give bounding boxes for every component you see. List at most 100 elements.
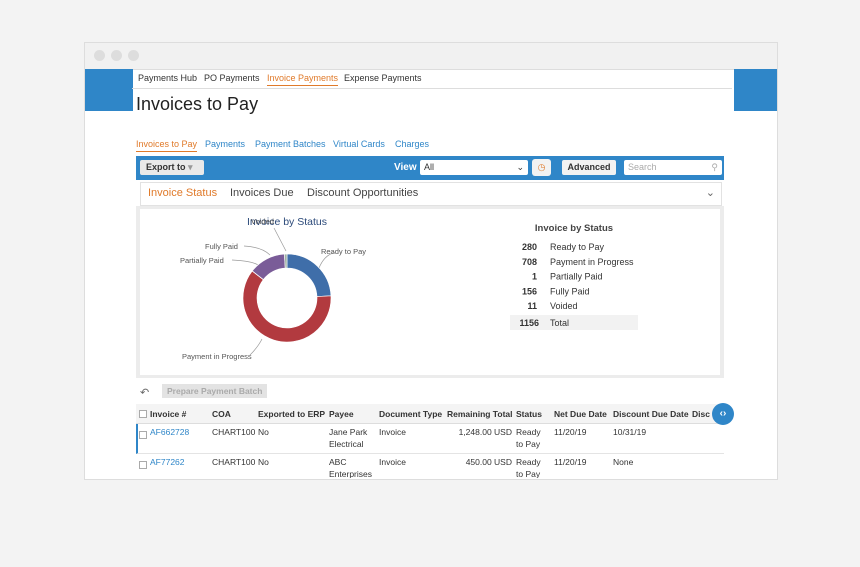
summary-value: 11	[527, 301, 537, 311]
summary-value: 156	[522, 286, 537, 296]
callout-label: Ready to Pay	[321, 247, 366, 256]
grid: Invoice # COA Exported to ERP Payee Document…	[136, 404, 724, 478]
checkbox[interactable]	[139, 461, 147, 469]
cell: Jane Park Electrical	[329, 427, 368, 449]
column-header: COA	[212, 409, 231, 419]
view-label: View	[394, 162, 417, 173]
callout-line	[231, 259, 259, 266]
summary-value: 280	[522, 242, 537, 252]
side-band	[734, 69, 777, 111]
back-icon: ↶	[140, 387, 150, 399]
donut-segment	[242, 270, 332, 343]
summary-label: Fully Paid	[550, 286, 590, 296]
grid-toolbar: ↶ Prepare Payment Batch	[136, 380, 724, 402]
sub-nav: Invoices to Pay Payments Payment Batches Vi…	[136, 139, 726, 153]
cell: CHART100	[212, 457, 256, 467]
tab-bar: ⌄ Invoice Status Invoices Due Discount Oppo…	[140, 182, 722, 206]
tab[interactable]: Invoices Due	[230, 187, 294, 199]
summary-value: 1	[532, 272, 537, 282]
cell: 1,248.00 USD	[458, 427, 512, 437]
donut-segment	[284, 253, 288, 269]
chart-bg	[140, 209, 720, 375]
column-header: Remaining Total	[447, 409, 513, 419]
cell: 450.00 USD	[465, 457, 512, 467]
chart-title: Invoice by Status	[247, 216, 327, 228]
column-header: Payee	[329, 409, 354, 419]
page-title: Invoices to Pay	[136, 94, 259, 114]
cell: No	[258, 427, 269, 437]
cell: Ready to Pay	[516, 427, 541, 449]
cell: 11/20/19	[554, 427, 587, 437]
column-header: Disco	[692, 409, 710, 419]
export-button[interactable]: Export to ▾	[140, 160, 204, 175]
chart-panel: Invoice by Status Ready to Pay Voided Fu…	[136, 206, 724, 378]
summary-value: 708	[522, 257, 537, 267]
cell: ABC Enterprises	[329, 457, 372, 478]
top-nav-item[interactable]: Expense Payments	[344, 73, 422, 83]
summary-label: Voided	[550, 301, 578, 311]
sub-nav-item[interactable]: Virtual Cards	[333, 139, 385, 149]
callout-label: Fully Paid	[205, 242, 238, 251]
dot	[128, 50, 139, 61]
header-bg	[136, 404, 724, 424]
tab[interactable]: Invoice Status	[148, 187, 218, 199]
view-value: All	[424, 162, 435, 172]
side-band	[85, 69, 133, 111]
summary-label: Partially Paid	[550, 272, 603, 282]
callout-label: Partially Paid	[180, 256, 224, 265]
cell: None	[613, 457, 634, 467]
summary-label: Ready to Pay	[550, 242, 605, 252]
dot	[94, 50, 105, 61]
top-nav-item[interactable]: PO Payments	[204, 73, 260, 83]
summary-label: Payment in Progress	[550, 257, 634, 267]
view-select[interactable]: All ⌄	[420, 160, 528, 175]
sub-nav-item[interactable]: Invoices to Pay	[136, 139, 198, 152]
callout-line	[243, 245, 271, 256]
invoice-link[interactable]: AF77262	[150, 457, 185, 467]
column-header: Exported to ERP	[258, 409, 326, 419]
refresh-button[interactable]: ◷	[532, 159, 551, 176]
cell: 11/20/19	[554, 457, 587, 467]
cell: Invoice	[379, 427, 406, 437]
cell: CHART100	[212, 427, 256, 437]
checkbox[interactable]	[139, 410, 147, 418]
top-nav-item[interactable]: Payments Hub	[138, 73, 198, 83]
chart: Invoice by Status Ready to Pay Voided Fu…	[140, 209, 720, 375]
toolbar: Export to ▾ View All ⌄ ◷ Advanced Search ⚲	[136, 156, 724, 180]
search-placeholder: Search	[628, 162, 657, 172]
column-header: Document Type	[379, 409, 443, 419]
cell: 10/31/19	[613, 427, 647, 437]
top-nav-item[interactable]: Invoice Payments	[267, 73, 339, 86]
sub-nav-item[interactable]: Charges	[395, 139, 430, 149]
cell: No	[258, 457, 269, 467]
column-header: Status	[516, 409, 542, 419]
column-header: Invoice #	[150, 409, 187, 419]
sub-nav-item[interactable]: Payment Batches	[255, 139, 326, 149]
callout-line	[273, 227, 287, 252]
summary-total: 1156	[519, 318, 539, 328]
search-box[interactable]: Search ⚲	[624, 160, 722, 175]
top-nav: Payments Hub PO Payments Invoice Payments E…	[132, 70, 732, 89]
summary-title: Invoice by Status	[535, 223, 613, 234]
checkbox[interactable]	[139, 431, 147, 439]
callout-label: Payment in Progress	[182, 352, 252, 361]
invoice-link[interactable]: AF662728	[150, 427, 190, 437]
column-header: Net Due Date	[554, 409, 607, 419]
scroll-button[interactable]: ‹›	[712, 403, 734, 425]
column-header: Discount Due Date	[613, 409, 689, 419]
export-label: Export to	[146, 162, 186, 172]
dot	[111, 50, 122, 61]
total-row-bg	[510, 315, 638, 330]
tab[interactable]: Discount Opportunities	[307, 187, 419, 199]
row-bg	[136, 424, 724, 454]
title-bar	[85, 43, 777, 70]
cell: Ready to Pay	[516, 457, 541, 478]
cell: Invoice	[379, 457, 406, 467]
callout-label: Voided	[251, 217, 274, 226]
callout-line	[249, 338, 263, 356]
summary-total-label: Total	[550, 318, 569, 328]
advanced-button[interactable]: Advanced	[562, 160, 616, 175]
prepare-button[interactable]: Prepare Payment Batch	[162, 384, 268, 398]
sub-nav-item[interactable]: Payments	[205, 139, 246, 149]
